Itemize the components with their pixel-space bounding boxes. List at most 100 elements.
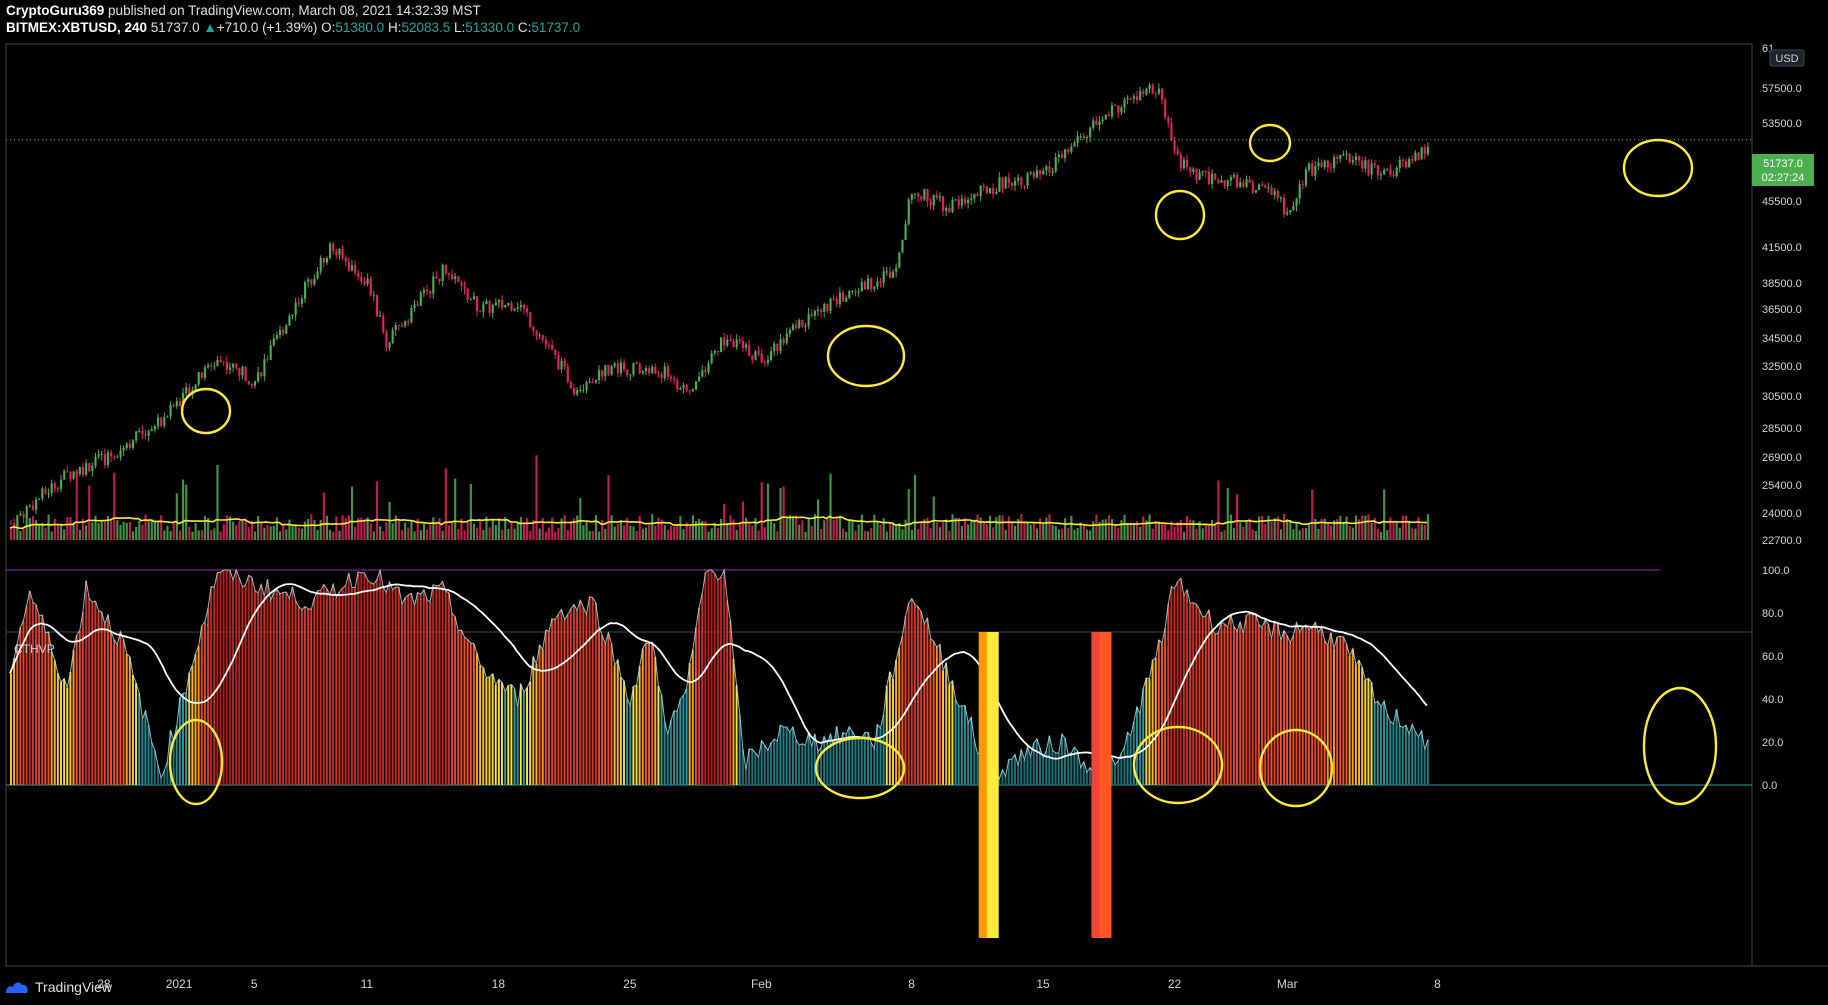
osc-bar (773, 739, 776, 785)
osc-bar (516, 707, 519, 785)
osc-bar (1067, 754, 1070, 785)
volume-bar (1207, 524, 1211, 540)
osc-bar (476, 653, 478, 785)
volume-bar (529, 531, 532, 540)
last-price: 51737.0 (150, 20, 200, 35)
candle (541, 335, 544, 340)
volume-bar (19, 531, 22, 540)
osc-bar (1257, 624, 1260, 785)
volume-bar (438, 518, 441, 540)
candle (963, 198, 967, 204)
volume-bar (338, 530, 341, 540)
osc-bar (813, 733, 816, 785)
osc-bar (1232, 626, 1235, 785)
candle (726, 339, 729, 346)
osc-bar (669, 720, 672, 785)
volume-bar (1092, 521, 1095, 540)
candle (354, 265, 357, 273)
candle (1386, 168, 1389, 170)
osc-bar (1048, 735, 1051, 785)
volume-bar (185, 484, 188, 540)
volume-bar (404, 522, 407, 540)
candle (816, 309, 820, 311)
osc-bar (335, 597, 338, 785)
volume-bar (200, 530, 203, 540)
candle (751, 356, 754, 360)
volume-bar (457, 528, 460, 540)
footer-brand[interactable]: TradingView (4, 976, 112, 998)
symbol-label[interactable]: BITMEX:XBTUSD, 240 (6, 20, 148, 35)
price-pane[interactable] (6, 82, 1752, 540)
osc-bar (241, 587, 244, 785)
osc-bar (1339, 636, 1342, 785)
high-label: H: (387, 20, 402, 35)
candle (1248, 179, 1251, 183)
osc-bar (460, 629, 463, 785)
up-arrow-icon: ▲ (203, 20, 217, 35)
volume-bar (892, 522, 895, 540)
osc-bar (976, 753, 979, 785)
candle (241, 366, 244, 376)
osc-bar (1320, 626, 1323, 785)
volume-bar (1035, 528, 1039, 540)
osc-bar (172, 739, 175, 785)
osc-bar (463, 636, 466, 785)
candle (253, 381, 257, 386)
osc-bar (1282, 630, 1285, 785)
candle (1014, 180, 1017, 186)
price-tick-label: 38500.0 (1762, 278, 1802, 290)
osc-bar (801, 743, 804, 785)
osc-bar (1308, 629, 1310, 785)
candle (325, 258, 329, 263)
volume-bar (648, 524, 651, 540)
volume-bar (1329, 525, 1333, 540)
osc-bar (1276, 623, 1279, 785)
currency-badge[interactable]: USD (1769, 49, 1805, 67)
candle (482, 304, 485, 312)
osc-bar (416, 592, 419, 785)
cthvp-pane[interactable] (6, 568, 1752, 938)
osc-bar (310, 609, 313, 785)
candle (1229, 176, 1232, 181)
osc-bar (1304, 624, 1307, 785)
volume-bar (1417, 517, 1420, 540)
volume-bar (723, 503, 726, 540)
candle (1323, 160, 1326, 168)
candle (998, 177, 1001, 192)
candle (294, 302, 297, 315)
volume-bar (766, 483, 770, 540)
candle (1101, 119, 1104, 122)
volume-bar (1045, 517, 1048, 540)
candle (616, 363, 619, 374)
osc-bar (685, 688, 688, 785)
osc-bar (250, 577, 253, 785)
volume-bar (1107, 515, 1110, 540)
candle (416, 304, 419, 306)
volume-bar (501, 529, 504, 540)
osc-bar (963, 705, 966, 785)
candle (188, 387, 191, 395)
indicator-label[interactable]: CTHVP (14, 642, 55, 656)
author-name[interactable]: CryptoGuru369 (6, 3, 105, 18)
volume-bar (1301, 528, 1304, 540)
candle (75, 471, 78, 475)
volume-bar (1201, 528, 1204, 540)
candle (347, 261, 350, 271)
volume-bar (81, 518, 85, 540)
volume-bar (791, 516, 795, 540)
volume-bar (1239, 522, 1242, 540)
candle (1245, 179, 1248, 187)
volume-bar (1067, 527, 1070, 540)
candle (741, 341, 745, 348)
candle (1157, 88, 1161, 94)
candle (213, 366, 216, 368)
osc-bar (698, 607, 701, 785)
candle (951, 199, 954, 212)
volume-bar (451, 521, 454, 540)
osc-bar (106, 614, 109, 785)
osc-bar (1114, 764, 1117, 785)
volume-bar (91, 522, 94, 540)
osc-bar (413, 605, 416, 785)
candle (913, 193, 917, 195)
